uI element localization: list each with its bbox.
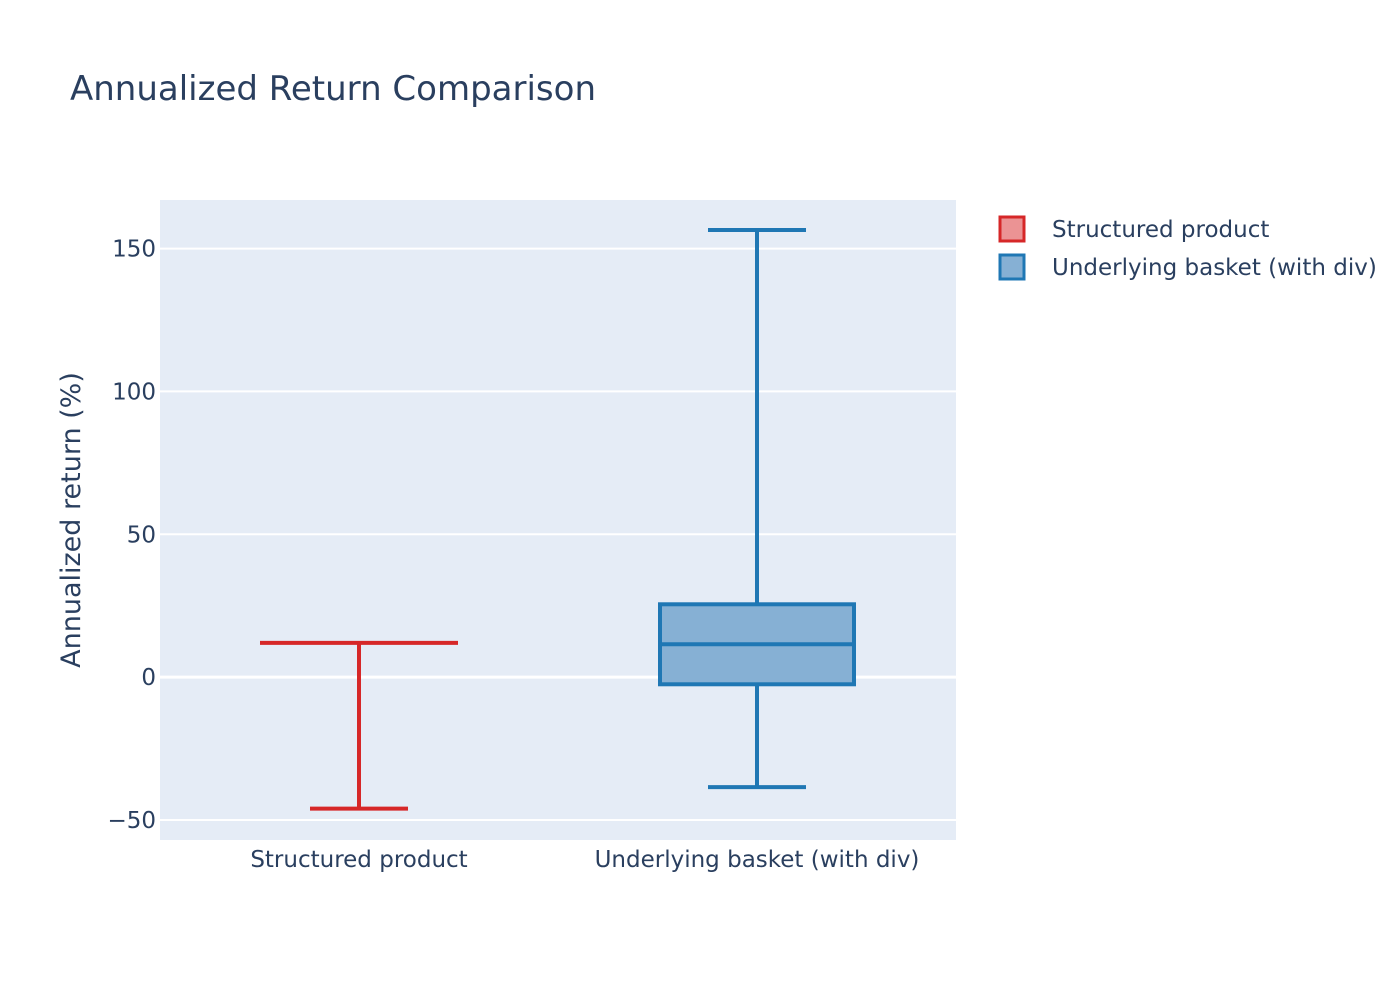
legend-label: Underlying basket (with div): [1052, 255, 1377, 281]
y-axis-ticks: −50 0 50 100 150: [107, 237, 156, 834]
box-trace[interactable]: [658, 228, 856, 790]
box-trace[interactable]: [260, 640, 458, 811]
legend-item[interactable]: Structured product: [998, 215, 1269, 243]
plot-area: [160, 200, 956, 840]
y-tick-label: 100: [112, 379, 156, 405]
legend-item[interactable]: Underlying basket (with div): [998, 253, 1377, 281]
legend[interactable]: Structured product Underlying basket (wit…: [998, 215, 1377, 281]
legend-label: Structured product: [1052, 217, 1269, 243]
y-tick-label: 150: [112, 237, 156, 263]
y-axis-title: Annualized return (%): [56, 372, 87, 668]
legend-swatch: [998, 253, 1026, 281]
y-tick-label: 50: [127, 522, 156, 548]
chart-title: Annualized Return Comparison: [70, 69, 596, 109]
x-tick-label: Structured product: [250, 847, 467, 873]
box-traces: [260, 228, 856, 811]
legend-swatch: [998, 215, 1026, 243]
y-tick-label: 0: [141, 665, 156, 691]
x-tick-label: Underlying basket (with div): [595, 847, 920, 873]
y-tick-label: −50: [107, 808, 156, 834]
x-axis-ticks: Structured product Underlying basket (wit…: [250, 847, 919, 873]
